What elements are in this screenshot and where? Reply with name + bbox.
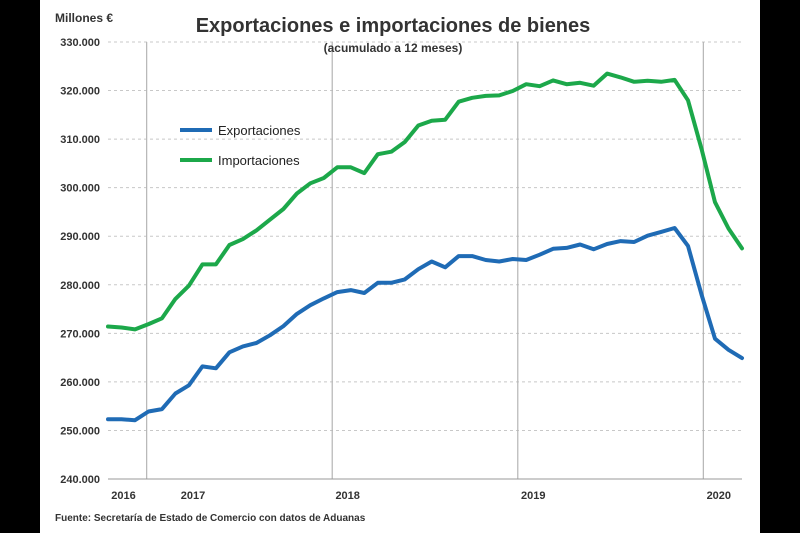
y-tick-label: 240.000 — [60, 474, 100, 486]
y-tick-label: 310.000 — [60, 134, 100, 146]
y-tick-label: 330.000 — [60, 37, 100, 49]
legend-label-importaciones: Importaciones — [218, 153, 300, 168]
y-tick-label: 320.000 — [60, 86, 100, 98]
x-axis: 2016 2017 2018 2019 2020 — [108, 478, 742, 502]
year-separators — [146, 42, 704, 479]
chart-subtitle: (acumulado a 12 meses) — [324, 41, 463, 55]
y-tick-label: 250.000 — [60, 425, 100, 437]
x-tick-label: 2019 — [521, 490, 545, 502]
chart-title: Exportaciones e importaciones de bienes — [196, 15, 591, 37]
y-tick-label: 270.000 — [60, 328, 100, 340]
y-tick-label: 280.000 — [60, 280, 100, 292]
x-tick-label: 2017 — [181, 490, 205, 502]
y-axis: 240.000 250.000 260.000 270.000 280.000 290.0… — [60, 37, 100, 486]
chart-frame: 240.000 250.000 260.000 270.000 280.000 290.0… — [40, 0, 760, 533]
grid-lines — [108, 41, 742, 480]
unit-label: Millones € — [55, 11, 113, 25]
y-tick-label: 300.000 — [60, 183, 100, 195]
y-tick-label: 260.000 — [60, 377, 100, 389]
source-note: Fuente: Secretaría de Estado de Comercio… — [55, 513, 366, 524]
x-tick-label: 2016 — [111, 490, 135, 502]
legend: Exportaciones Importaciones — [180, 123, 301, 168]
series-lines — [106, 71, 744, 423]
line-chart: 240.000 250.000 260.000 270.000 280.000 290.0… — [55, 11, 744, 524]
series-line-exportaciones — [106, 226, 744, 423]
series-line-importaciones — [106, 71, 744, 332]
x-tick-label: 2018 — [335, 490, 359, 502]
legend-label-exportaciones: Exportaciones — [218, 123, 301, 138]
y-tick-label: 290.000 — [60, 231, 100, 243]
x-tick-label: 2020 — [707, 490, 731, 502]
